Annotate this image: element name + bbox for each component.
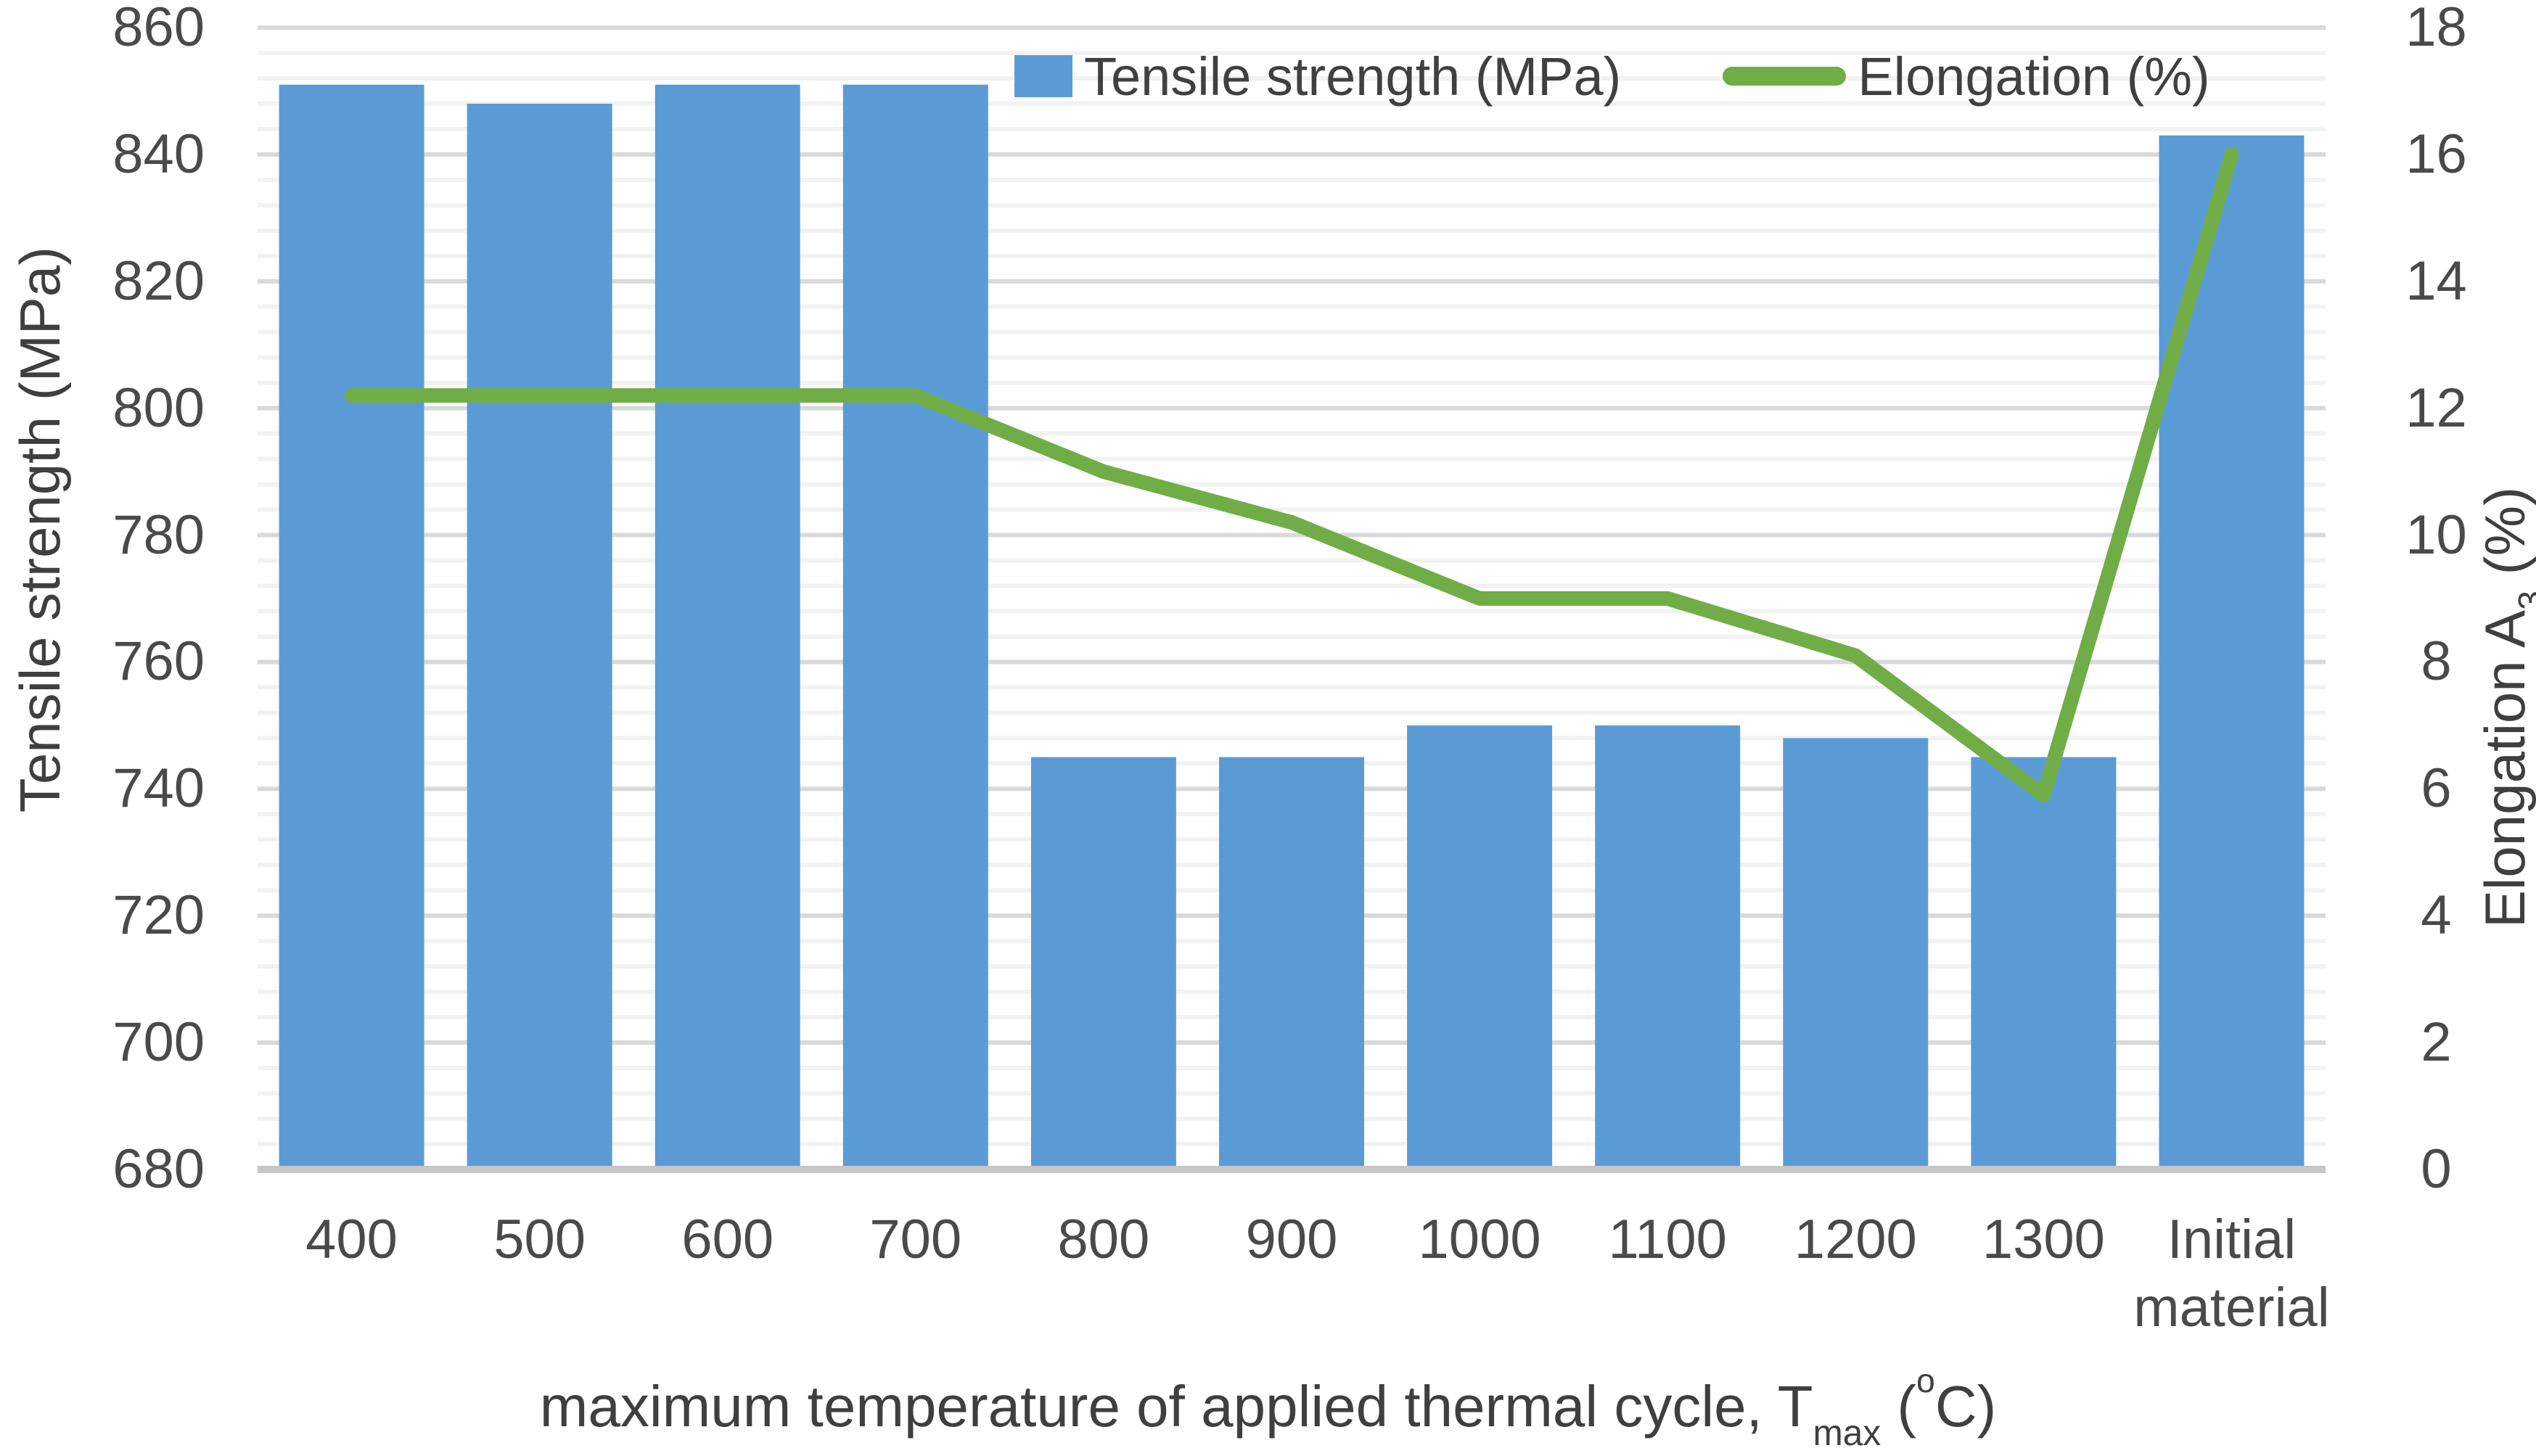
bar-1100 bbox=[1595, 725, 1741, 1169]
bar-400 bbox=[279, 84, 424, 1170]
bar-700 bbox=[842, 84, 988, 1170]
x-axis-title-sub: max bbox=[1813, 1412, 1882, 1453]
right-axis-title-main: Elongation A bbox=[2473, 609, 2536, 928]
x-axis-title-end: C) bbox=[1934, 1374, 1997, 1439]
bar-initial-material bbox=[2159, 135, 2305, 1170]
x-axis-title-main: maximum temperature of applied thermal c… bbox=[539, 1374, 1813, 1439]
x-axis-title: maximum temperature of applied thermal c… bbox=[0, 1362, 2536, 1453]
bar-600 bbox=[654, 84, 800, 1170]
bar-800 bbox=[1030, 757, 1176, 1169]
line-series-swatch-icon bbox=[1723, 67, 1847, 86]
bar-series-swatch-icon bbox=[1014, 55, 1072, 97]
bar-1300 bbox=[1971, 757, 2117, 1169]
elongation-line bbox=[344, 147, 2239, 803]
bar-1000 bbox=[1407, 725, 1553, 1169]
legend-label-elongation: Elongation (%) bbox=[1858, 46, 2210, 107]
right-axis-title-after: (%) bbox=[2473, 487, 2536, 591]
bar-900 bbox=[1219, 757, 1364, 1169]
bar-500 bbox=[467, 103, 612, 1169]
right-axis-title-sub: 3 bbox=[2511, 591, 2536, 610]
legend: Tensile strength (MPa) Elongation (%) bbox=[1014, 46, 2210, 107]
right-axis-title: Elongation A3 (%) bbox=[2472, 345, 2536, 1070]
legend-item-elongation: Elongation (%) bbox=[1723, 46, 2210, 107]
legend-label-tensile-strength: Tensile strength (MPa) bbox=[1084, 46, 1622, 107]
legend-item-tensile-strength: Tensile strength (MPa) bbox=[1014, 46, 1621, 107]
left-axis-title: Tensile strength (MPa) bbox=[8, 246, 72, 813]
bar-1200 bbox=[1783, 738, 1929, 1169]
x-axis-title-after: ( bbox=[1881, 1374, 1917, 1439]
x-axis-title-sup: o bbox=[1916, 1361, 1935, 1399]
